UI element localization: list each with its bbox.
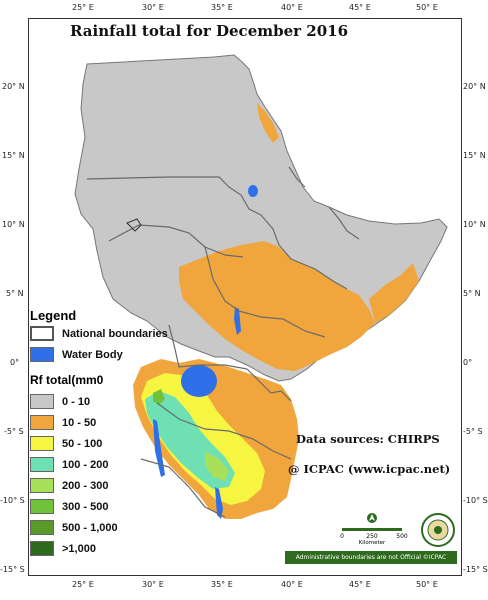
map-frame [28, 18, 462, 576]
lat-tick-left-0: 0° [10, 358, 20, 367]
lake-turkana [234, 307, 241, 335]
rf-class-swatch [30, 478, 54, 493]
lon-tick-top-50: 50° E [416, 3, 438, 12]
scale-bar-line [342, 528, 402, 531]
credit: @ ICPAC (www.icpac.net) [288, 462, 451, 476]
scale-unit: Kilometer [359, 540, 386, 546]
lat-tick-left-10n: 10° N [2, 220, 25, 229]
lat-tick-right-10s: -10° S [463, 496, 488, 505]
lake-malawi [215, 487, 223, 519]
rain-10-50-north [179, 241, 375, 371]
data-sources: Data sources: CHIRPS [296, 432, 440, 446]
rf-classes: 0 - 10 10 - 50 50 - 100 100 - 200 200 - 300 3… [30, 391, 180, 559]
legend-boundaries: National boundaries [30, 323, 180, 344]
rf-class-swatch [30, 394, 54, 409]
boundary-notch [126, 218, 142, 232]
scale-bar: 0 250 500 Kilometer [338, 512, 410, 546]
lat-tick-right-10n: 10° N [463, 220, 486, 229]
rf-class-row: 200 - 300 [30, 475, 180, 496]
lat-tick-right-15n: 15° N [463, 151, 486, 160]
rf-class-row: >1,000 [30, 538, 180, 559]
boundary-swatch [30, 326, 54, 341]
scale-label-250: 250 [366, 533, 378, 540]
lon-tick-top-25: 25° E [72, 3, 94, 12]
rain-10-50-coast [257, 103, 279, 143]
legend: Legend National boundaries Water Body Rf… [30, 308, 180, 559]
lat-tick-left-20n: 20° N [2, 82, 25, 91]
rf-class-swatch [30, 436, 54, 451]
rf-class-label: >1,000 [62, 542, 96, 555]
lat-tick-right-5n: 5° N [463, 289, 481, 298]
lon-tick-top-35: 35° E [211, 3, 233, 12]
lon-tick-top-45: 45° E [349, 3, 371, 12]
water-swatch [30, 347, 54, 362]
icpac-logo [420, 512, 456, 548]
disclaimer: Administrative boundaries are not Offici… [285, 551, 457, 564]
rf-class-row: 500 - 1,000 [30, 517, 180, 538]
water-label: Water Body [62, 348, 123, 361]
north-arrow-icon [367, 513, 377, 523]
rain-200-300 [205, 451, 229, 481]
lat-tick-left-5n: 5° N [6, 289, 24, 298]
lon-tick-bottom-35: 35° E [211, 580, 233, 589]
lat-tick-left-15s: -15° S [0, 565, 25, 574]
rf-class-row: 10 - 50 [30, 412, 180, 433]
national-boundaries [86, 166, 360, 518]
lon-tick-bottom-30: 30° E [142, 580, 164, 589]
rainfall-map [74, 54, 448, 519]
lon-tick-bottom-40: 40° E [281, 580, 303, 589]
lake-tanganyika [153, 419, 165, 477]
rf-class-row: 100 - 200 [30, 454, 180, 475]
rf-class-swatch [30, 541, 54, 556]
lon-tick-top-40: 40° E [281, 3, 303, 12]
map-title: Rainfall total for December 2016 [70, 22, 349, 40]
rf-class-row: 50 - 100 [30, 433, 180, 454]
lat-tick-left-15n: 15° N [2, 151, 25, 160]
boundaries-label: National boundaries [62, 327, 168, 340]
lat-tick-right-0: 0° [463, 358, 473, 367]
lat-tick-right-5s: -5° S [463, 427, 483, 436]
rf-class-label: 500 - 1,000 [62, 521, 118, 534]
rf-class-row: 300 - 500 [30, 496, 180, 517]
rf-class-label: 10 - 50 [62, 416, 97, 429]
lake-tana [248, 185, 258, 197]
scale-label-0: 0 [340, 533, 344, 540]
lat-tick-left-10s: -10° S [0, 496, 25, 505]
rf-class-label: 50 - 100 [62, 437, 103, 450]
scale-label-500: 500 [396, 533, 408, 540]
lon-tick-bottom-25: 25° E [72, 580, 94, 589]
rain-300-500 [153, 389, 165, 405]
lon-tick-top-30: 30° E [142, 3, 164, 12]
lat-tick-right-15s: -15° S [463, 565, 488, 574]
rf-class-swatch [30, 415, 54, 430]
lat-tick-right-20n: 20° N [463, 82, 486, 91]
rf-class-swatch [30, 457, 54, 472]
rf-class-swatch [30, 499, 54, 514]
rf-class-row: 0 - 10 [30, 391, 180, 412]
rf-class-label: 0 - 10 [62, 395, 91, 408]
rf-class-label: 100 - 200 [62, 458, 109, 471]
rf-title: Rf total(mm0 [30, 373, 104, 387]
rf-class-label: 300 - 500 [62, 500, 109, 513]
legend-water: Water Body [30, 344, 180, 365]
lake-victoria [181, 365, 217, 397]
lat-tick-left-5s: -5° S [4, 427, 24, 436]
lon-tick-bottom-45: 45° E [349, 580, 371, 589]
rf-class-label: 200 - 300 [62, 479, 109, 492]
rain-10-50-somalia [369, 263, 419, 323]
legend-title: Legend [30, 308, 77, 323]
lon-tick-bottom-50: 50° E [416, 580, 438, 589]
rf-class-swatch [30, 520, 54, 535]
